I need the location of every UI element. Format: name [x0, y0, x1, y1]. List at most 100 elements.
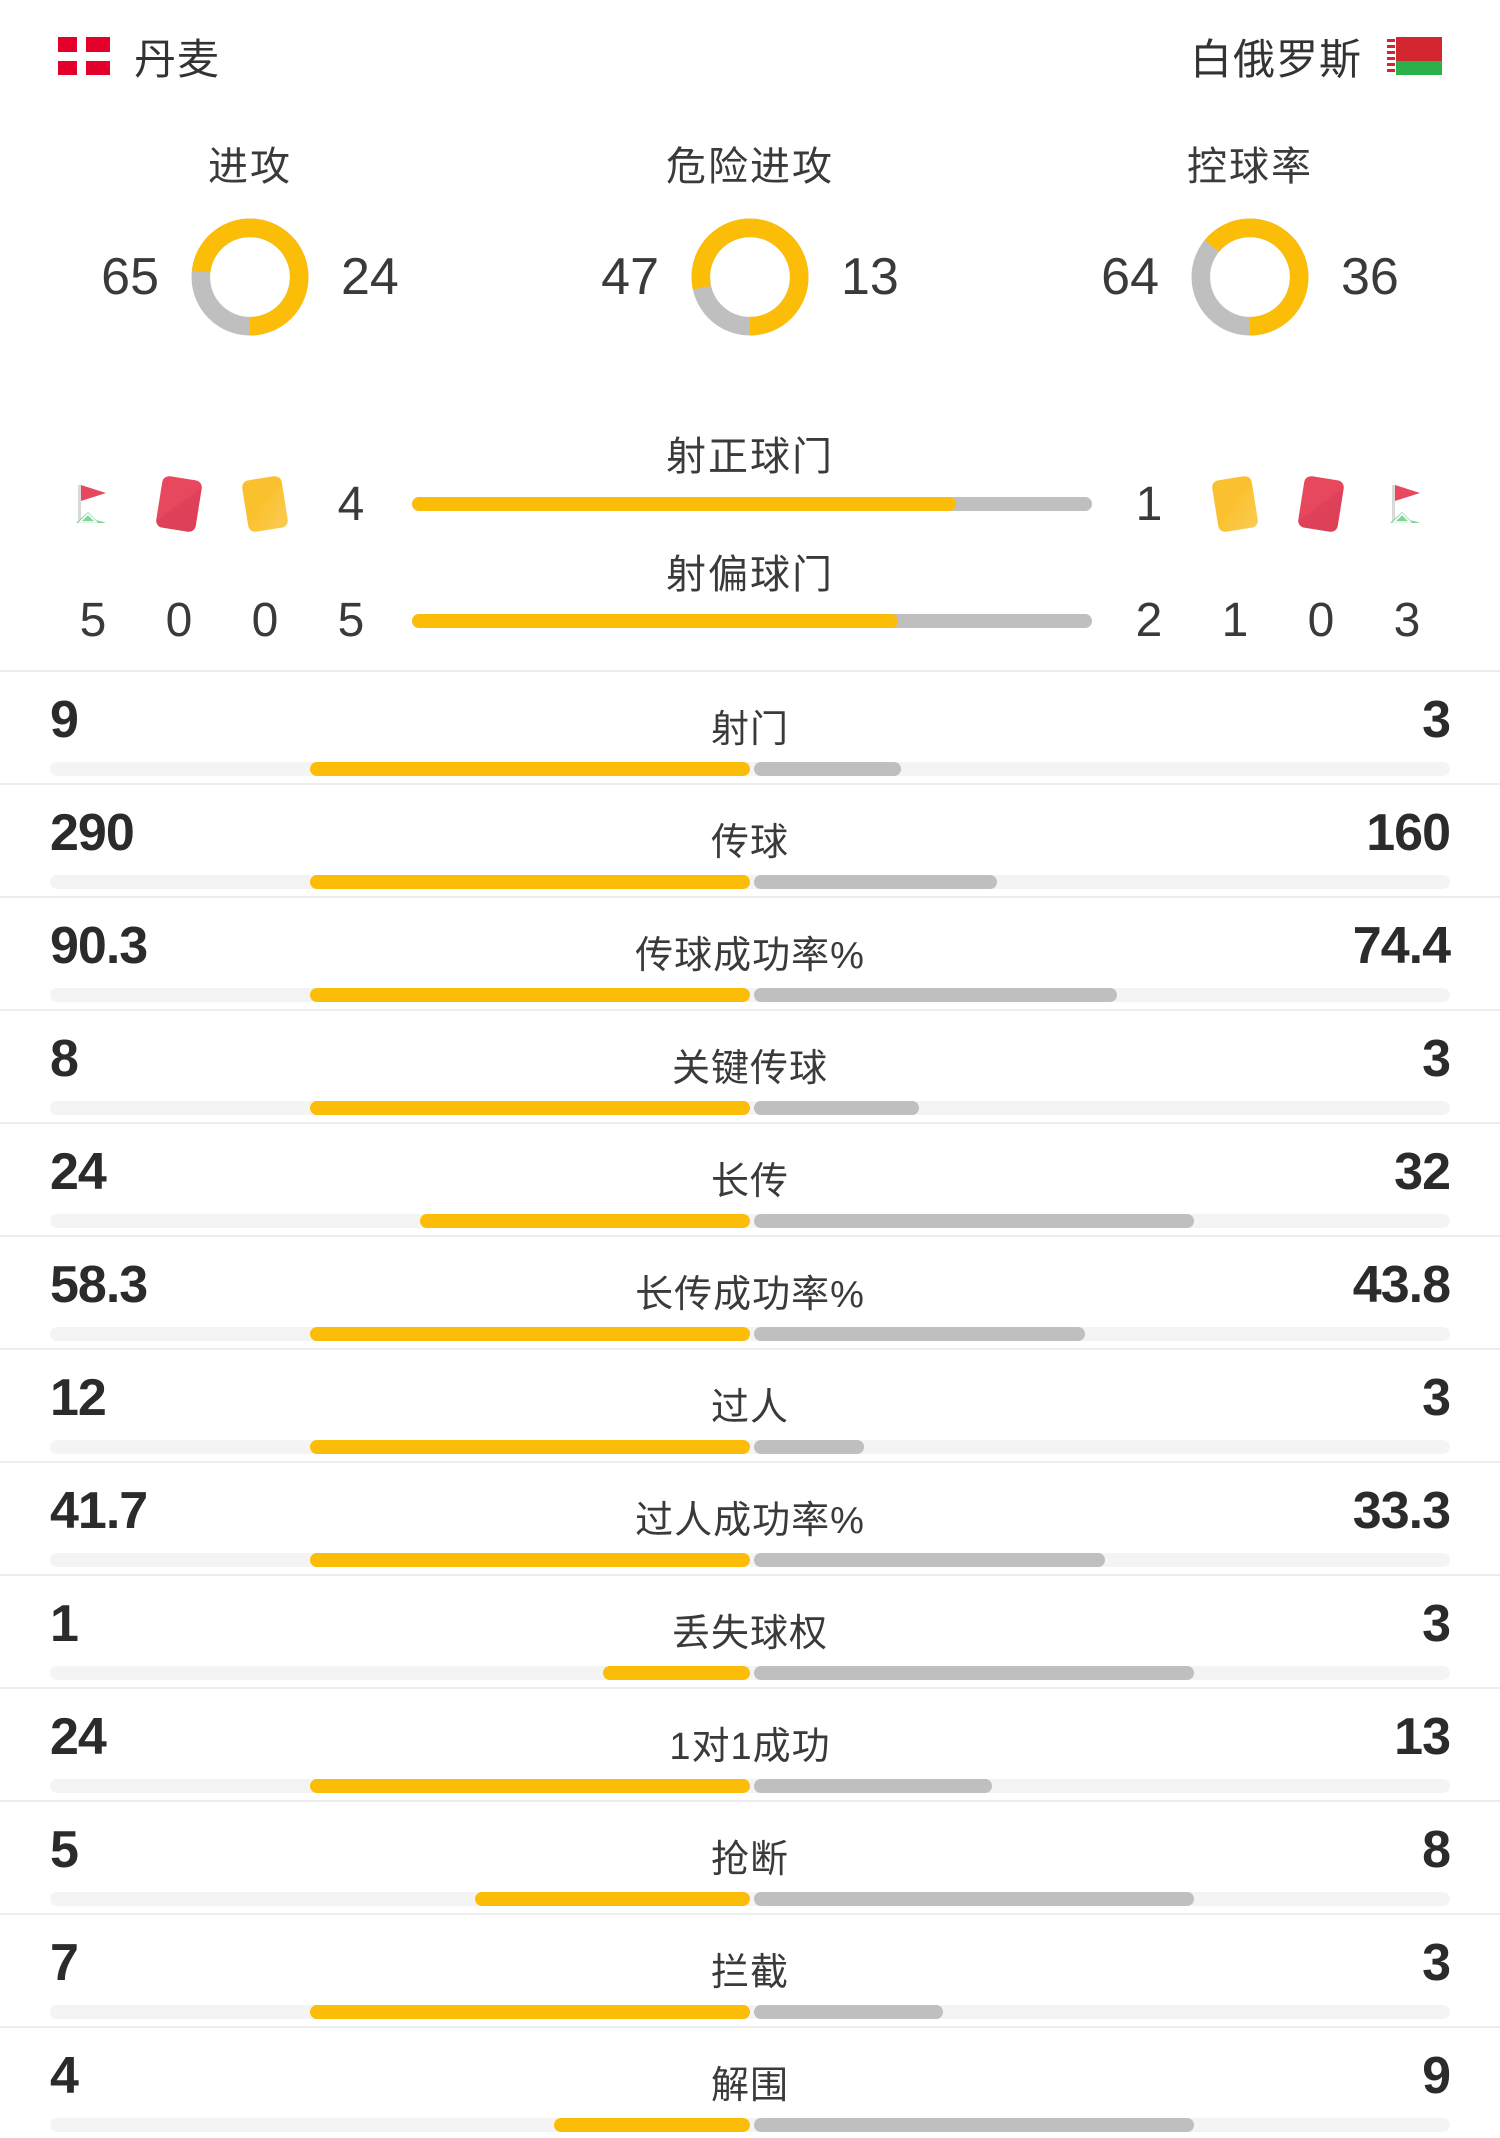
donut-away-value: 36: [1341, 248, 1399, 306]
stat-label: 传球成功率%: [635, 935, 865, 977]
row-divider: [0, 896, 1500, 898]
stat-row: 8 关键传球 3: [0, 1009, 1500, 1122]
stat-bar-track: [50, 2005, 1450, 2019]
stat-label: 长传: [710, 1161, 789, 1203]
stat-home-bar: [310, 988, 750, 1002]
stat-home-bar: [310, 1101, 750, 1115]
stat-home-bar: [310, 1440, 750, 1454]
stat-away-value: 3: [1422, 1369, 1451, 1427]
away-discipline-values: 2 1 0 3: [1106, 592, 1450, 648]
stat-home-value: 90.3: [50, 917, 148, 975]
stat-home-value: 41.7: [50, 1482, 148, 1540]
home-team: 丹麦: [58, 26, 220, 87]
stat-label: 传球: [710, 822, 789, 864]
stat-away-value: 3: [1422, 691, 1451, 749]
stat-away-value: 13: [1394, 1708, 1451, 1766]
stat-label: 关键传球: [671, 1048, 828, 1090]
stat-home-bar: [310, 1779, 750, 1793]
shots-on-target-home-value: 4: [308, 477, 394, 532]
home-discipline-icons: 4: [50, 475, 394, 533]
home-yellow-cards-value: 0: [251, 593, 279, 647]
row-divider: [0, 1122, 1500, 1124]
denmark-flag-icon: [58, 37, 110, 75]
row-divider: [0, 783, 1500, 785]
stat-home-bar: [310, 762, 750, 776]
row-divider: [0, 1235, 1500, 1237]
home-team-name: 丹麦: [134, 35, 221, 83]
stat-away-value: 3: [1422, 1030, 1451, 1088]
stat-away-value: 160: [1366, 804, 1451, 862]
stat-home-bar: [310, 875, 750, 889]
stat-home-bar: [310, 1327, 750, 1341]
yellow-card-icon: [1192, 475, 1278, 533]
stat-home-value: 24: [50, 1708, 107, 1766]
stat-row: 7 拦截 3: [0, 1913, 1500, 2026]
stat-away-bar: [754, 1101, 919, 1115]
stat-home-bar: [603, 1666, 750, 1680]
donut-stat-possession: 控球率 64 36: [1000, 112, 1500, 424]
stat-label: 射门: [710, 709, 789, 751]
stat-label: 丢失球权: [671, 1613, 828, 1655]
red-card-icon: [136, 475, 222, 533]
stat-home-bar: [310, 2005, 750, 2019]
row-divider: [0, 1800, 1500, 1802]
donut-away-value: 13: [841, 248, 899, 306]
stat-away-bar: [754, 762, 901, 776]
away-team-name: 白俄罗斯: [1189, 35, 1362, 83]
stat-home-value: 290: [50, 804, 135, 862]
corner-flag-icon: [50, 479, 136, 529]
stat-bar-track: [50, 1440, 1450, 1454]
stat-row: 12 过人 3: [0, 1348, 1500, 1461]
stat-away-bar: [754, 1553, 1106, 1567]
shots-on-target-label: 射正球门: [666, 435, 834, 479]
belarus-flag-icon: [1386, 37, 1442, 75]
stat-home-bar: [310, 1553, 750, 1567]
stat-rows-list: 9 射门 3 290 传球 160 90.3 传球成功率% 74.4 8 关键传球 3 24 长传 32 58…: [0, 670, 1500, 2138]
stat-away-bar: [754, 875, 997, 889]
stat-home-value: 7: [50, 1934, 79, 1992]
row-divider: [0, 1687, 1500, 1689]
stat-away-bar: [754, 1666, 1194, 1680]
row-divider: [0, 2026, 1500, 2028]
home-corners-value: 5: [79, 593, 107, 647]
stat-home-value: 9: [50, 691, 79, 749]
shots-off-target-away-value: 2: [1135, 593, 1163, 647]
shots-on-target-home-fill: [412, 497, 956, 511]
donut-stat-dangerous-attack: 危险进攻 47 13: [500, 112, 1000, 424]
stat-away-bar: [754, 1214, 1194, 1228]
stat-away-bar: [754, 1892, 1194, 1906]
stat-label: 1对1成功: [669, 1726, 831, 1768]
shots-on-target-bar: [412, 497, 1092, 511]
stat-away-bar: [754, 1440, 864, 1454]
stat-bar-track: [50, 1327, 1450, 1341]
donut-ring-dangerous-attack: [691, 218, 809, 336]
stat-label: 解围: [710, 2065, 789, 2107]
stat-bar-track: [50, 1553, 1450, 1567]
away-yellow-cards-value: 1: [1221, 593, 1249, 647]
donut-stat-attack: 进攻 65 24: [0, 112, 500, 424]
row-divider: [0, 1461, 1500, 1463]
shots-off-target-home-value: 5: [337, 593, 365, 647]
row-divider: [0, 1574, 1500, 1576]
stat-label: 长传成功率%: [635, 1274, 865, 1316]
donut-home-value: 47: [601, 248, 659, 306]
stat-away-bar: [754, 1779, 993, 1793]
stat-row: 24 1对1成功 13: [0, 1687, 1500, 1800]
donut-label: 进攻: [208, 145, 292, 189]
stat-row: 5 抢断 8: [0, 1800, 1500, 1913]
stat-row: 58.3 长传成功率% 43.8: [0, 1235, 1500, 1348]
red-card-icon: [1278, 475, 1364, 533]
donut-home-value: 65: [101, 248, 159, 306]
shots-and-discipline-block: 射正球门 射偏球门 4 5 0: [0, 424, 1500, 670]
yellow-card-icon: [222, 475, 308, 533]
away-red-cards-value: 0: [1307, 593, 1335, 647]
value-text: 4: [337, 477, 365, 531]
stat-away-value: 8: [1422, 1821, 1451, 1879]
row-divider: [0, 1009, 1500, 1011]
shots-off-target-label: 射偏球门: [666, 553, 834, 597]
stat-label: 抢断: [710, 1839, 789, 1881]
stat-label: 拦截: [710, 1952, 789, 1994]
donut-ring-possession: [1191, 218, 1309, 336]
stat-bar-track: [50, 1779, 1450, 1793]
